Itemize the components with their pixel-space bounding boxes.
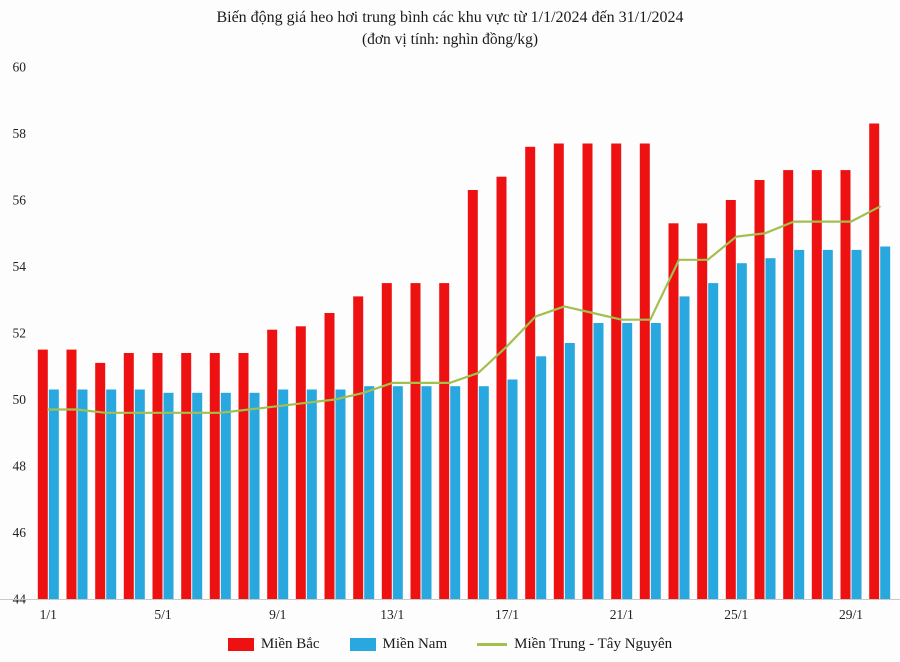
chart-subtitle: (đơn vị tính: nghìn đồng/kg)	[361, 31, 539, 49]
bar	[123, 353, 134, 600]
bar	[106, 389, 117, 600]
x-axis-tick-label: 25/1	[724, 607, 748, 622]
bar	[220, 392, 231, 600]
bar	[851, 249, 862, 600]
bar	[668, 223, 679, 600]
legend-item-mien-trung: Miền Trung - Tây Nguyên	[477, 636, 672, 653]
bar	[880, 246, 891, 600]
bar	[507, 379, 518, 600]
bar-series-1	[48, 246, 891, 600]
x-axis-tick-label: 17/1	[495, 607, 519, 622]
bar	[278, 389, 289, 600]
bar	[467, 190, 478, 600]
x-axis-tick-label: 21/1	[610, 607, 634, 622]
bar	[765, 258, 776, 600]
bar	[306, 389, 317, 600]
bar	[478, 386, 489, 600]
bar	[650, 323, 661, 600]
bar	[335, 389, 346, 600]
chart-header: Biến động giá heo hơi trung bình các khu…	[0, 0, 900, 51]
x-axis-tick-label: 29/1	[839, 607, 863, 622]
bar	[421, 386, 432, 600]
bar	[364, 386, 375, 600]
y-axis-tick-label: 58	[13, 126, 27, 141]
bar	[238, 353, 249, 600]
bar	[134, 389, 145, 600]
bar-series-0	[37, 123, 880, 600]
bar	[783, 170, 794, 600]
bar	[37, 349, 48, 600]
bar	[679, 296, 690, 600]
bar	[249, 392, 260, 600]
bar	[525, 146, 536, 600]
bar	[209, 353, 220, 600]
bar	[192, 392, 203, 600]
bar	[267, 329, 278, 600]
bar	[163, 392, 174, 600]
legend-label-mien-nam: Miền Nam	[382, 635, 448, 652]
x-axis-tick-label: 9/1	[269, 607, 286, 622]
bar	[564, 343, 575, 600]
x-axis-tick-label: 5/1	[154, 607, 171, 622]
bar	[639, 143, 650, 600]
bar	[708, 283, 719, 600]
legend-label-mien-bac: Miền Bắc	[260, 635, 320, 652]
bar	[840, 170, 851, 600]
y-axis-tick-label: 48	[13, 459, 27, 474]
y-axis-tick-label: 54	[13, 259, 27, 274]
line-series	[47, 205, 881, 414]
legend-swatch-red-bar	[227, 637, 254, 651]
bar	[353, 296, 364, 600]
bar	[410, 283, 421, 600]
bar	[736, 263, 747, 600]
bar	[822, 249, 833, 600]
bar	[536, 356, 547, 600]
y-axis-tick-label: 52	[13, 326, 27, 341]
bar	[725, 200, 736, 600]
bar	[553, 143, 564, 600]
y-axis-tick-label: 60	[13, 60, 27, 75]
bar	[754, 180, 765, 600]
bar	[77, 389, 88, 600]
legend-item-mien-bac: Miền Bắc	[227, 635, 320, 653]
bar	[582, 143, 593, 600]
bar	[811, 170, 822, 600]
y-axis-tick-label: 46	[13, 525, 27, 540]
bar	[450, 386, 461, 600]
bar	[324, 313, 335, 600]
bar	[869, 123, 880, 600]
legend-swatch-green-line	[477, 642, 508, 646]
legend-item-mien-nam: Miền Nam	[349, 635, 448, 653]
bar	[794, 249, 805, 600]
bar	[48, 389, 59, 600]
x-axis-tick-label: 13/1	[380, 607, 404, 622]
legend-label-mien-trung: Miền Trung - Tây Nguyên	[514, 635, 673, 652]
bar	[392, 386, 403, 600]
bar	[697, 223, 708, 600]
bar	[181, 353, 192, 600]
chart-legend: Miền Bắc Miền Nam Miền Trung - Tây Nguyê…	[0, 629, 900, 659]
bar	[95, 362, 106, 600]
bar	[295, 326, 306, 600]
bar	[439, 283, 450, 600]
chart-title: Biến động giá heo hơi trung bình các khu…	[216, 9, 684, 26]
legend-swatch-blue-bar	[349, 637, 376, 651]
bar	[593, 323, 604, 600]
bar	[496, 176, 507, 600]
bar	[611, 143, 622, 600]
bar	[66, 349, 77, 600]
bar	[381, 283, 392, 600]
y-axis-tick-label: 50	[13, 392, 27, 407]
x-axis-tick-label: 1/1	[40, 607, 57, 622]
y-axis-tick-label: 56	[13, 193, 27, 208]
bar	[622, 323, 633, 600]
bar	[152, 353, 163, 600]
